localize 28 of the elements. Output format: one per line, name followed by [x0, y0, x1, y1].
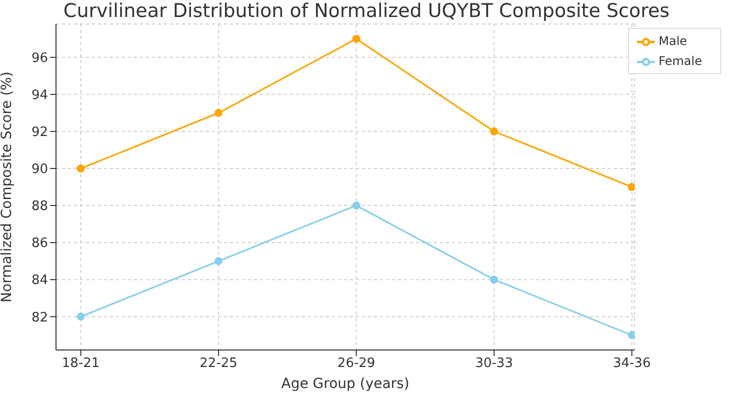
point: [76, 312, 85, 321]
point: [352, 202, 360, 210]
x-tick-label: 34-36: [612, 356, 651, 372]
x-tick-label: 30-33: [475, 356, 513, 372]
y-axis-title: Normalized Composite Score (%): [0, 72, 15, 302]
y-tick-label: 86: [31, 236, 48, 252]
legend-label: Male: [658, 34, 688, 48]
point: [628, 183, 635, 191]
point: [628, 331, 635, 340]
point: [352, 34, 360, 43]
y-tick-label: 82: [31, 310, 48, 326]
y-tick-label: 96: [31, 50, 48, 66]
legend-label: Female: [658, 54, 702, 68]
x-tick-label: 26-29: [337, 356, 376, 372]
point: [214, 257, 223, 266]
point: [490, 127, 498, 136]
x-tick-label: 22-25: [200, 356, 238, 372]
y-tick-label: 90: [31, 162, 48, 178]
y-tick-label: 92: [31, 125, 48, 140]
y-tick-label: 88: [31, 199, 48, 214]
x-axis-title: Age Group (years): [281, 376, 410, 392]
point: [214, 108, 223, 117]
point: [490, 276, 498, 284]
y-tick-label: 84: [31, 273, 48, 288]
point: [76, 164, 85, 172]
chart-title: Curvilinear Distribution of Normalized UQYBT Composite Scores: [62, 0, 671, 22]
x-tick-label: 18-21: [62, 356, 100, 372]
y-tick-label: 94: [31, 88, 48, 103]
